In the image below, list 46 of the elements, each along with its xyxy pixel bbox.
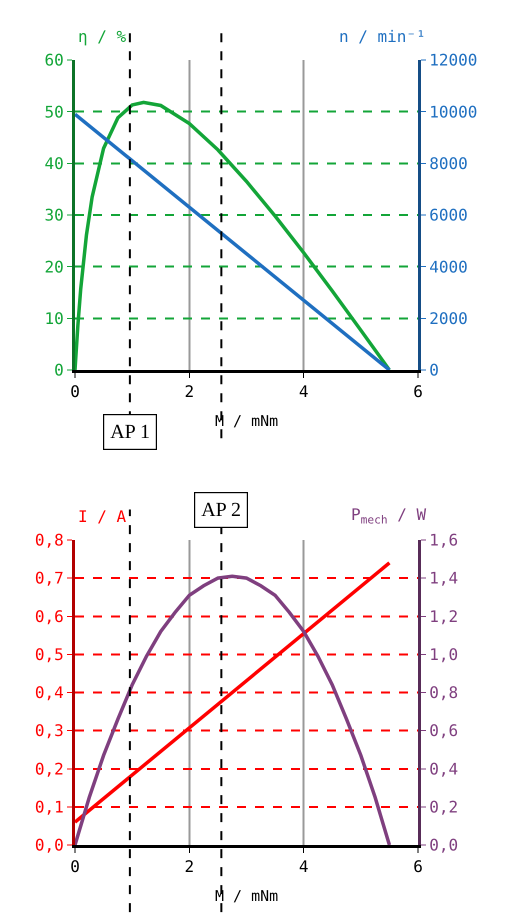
x-tick-label: 6	[413, 382, 423, 402]
y2-tick-label: 1,6	[429, 530, 458, 550]
y2-tick-label: 6000	[429, 206, 468, 225]
y2-tick-label: 1,2	[429, 606, 458, 626]
y2-tick-label: 12000	[429, 50, 478, 70]
y2-tick-label: 8000	[429, 154, 468, 173]
x-tick-label: 2	[184, 382, 194, 402]
y-tick-label: 0,4	[34, 683, 64, 702]
y-tick-label: 0,1	[34, 797, 64, 816]
y-tick-label: 0,5	[34, 644, 64, 664]
y2-tick-label: 0,2	[429, 797, 458, 816]
y-tick-label: 50	[44, 102, 64, 122]
y-tick-label: 10	[44, 308, 64, 328]
y-axis-title: η / %	[78, 27, 127, 46]
y2-axis-title: n / min⁻¹	[339, 27, 426, 46]
y2-tick-label: 2000	[429, 308, 468, 328]
y2-tick-label: 0	[429, 360, 439, 380]
y-tick-label: 0,7	[34, 568, 64, 588]
y-tick-label: 0	[54, 360, 64, 380]
y2-tick-label: 1,0	[429, 644, 458, 664]
x-tick-label: 4	[298, 382, 308, 402]
y-tick-label: 0,0	[34, 836, 64, 855]
y2-tick-label: 0,0	[429, 836, 458, 855]
y2-tick-label: 1,4	[429, 568, 458, 588]
y2-tick-label: 0,4	[429, 759, 458, 778]
y2-tick-label: 0,8	[429, 683, 458, 702]
x-tick-label: 0	[70, 857, 80, 876]
x-tick-label: 2	[184, 857, 194, 876]
x-tick-label: 4	[298, 857, 308, 876]
x-tick-label: 6	[413, 857, 423, 876]
ref-line-label: AP 2	[201, 499, 242, 522]
y-axis-title: I / A	[78, 507, 127, 526]
ref-line-label: AP 1	[110, 421, 150, 444]
y-tick-label: 0,6	[34, 606, 64, 626]
y2-tick-label: 0,6	[429, 721, 458, 740]
y-tick-label: 20	[44, 257, 64, 276]
y-tick-label: 0,3	[34, 721, 64, 740]
y2-axis-title: P$_{mech}$ / W	[351, 505, 426, 526]
y2-tick-label: 4000	[429, 257, 468, 276]
y-tick-label: 0,2	[34, 759, 64, 778]
y-tick-label: 60	[44, 50, 64, 70]
y-tick-label: 0,8	[34, 530, 64, 550]
y2-tick-label: 10000	[429, 102, 478, 122]
x-tick-label: 0	[70, 382, 80, 402]
y-tick-label: 40	[44, 154, 64, 173]
y-tick-label: 30	[44, 206, 64, 225]
